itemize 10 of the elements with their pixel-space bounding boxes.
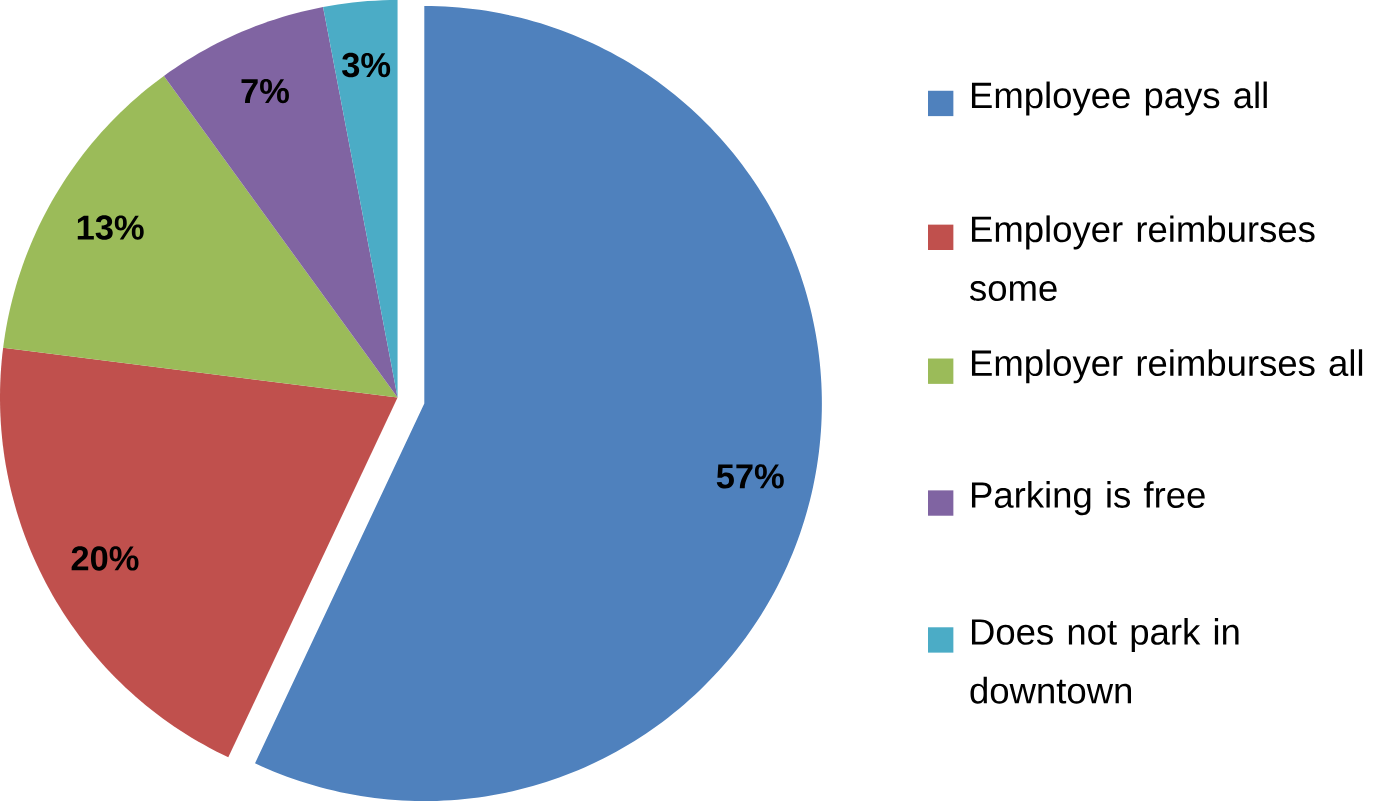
data-label: 20% [71, 546, 139, 571]
legend-label: Employee pays all [971, 81, 1267, 116]
legend-label: Employer reimburses some [970, 215, 1315, 301]
legend-label: Parking is free [971, 481, 1205, 516]
data-label: 7% [241, 78, 289, 104]
data-label: 3% [342, 52, 391, 78]
data-label: 57% [716, 464, 784, 489]
data-label: 13% [77, 215, 144, 240]
legend-label: Employer reimburses all [971, 349, 1363, 384]
legend-label: Does not park in downtown [970, 618, 1239, 704]
